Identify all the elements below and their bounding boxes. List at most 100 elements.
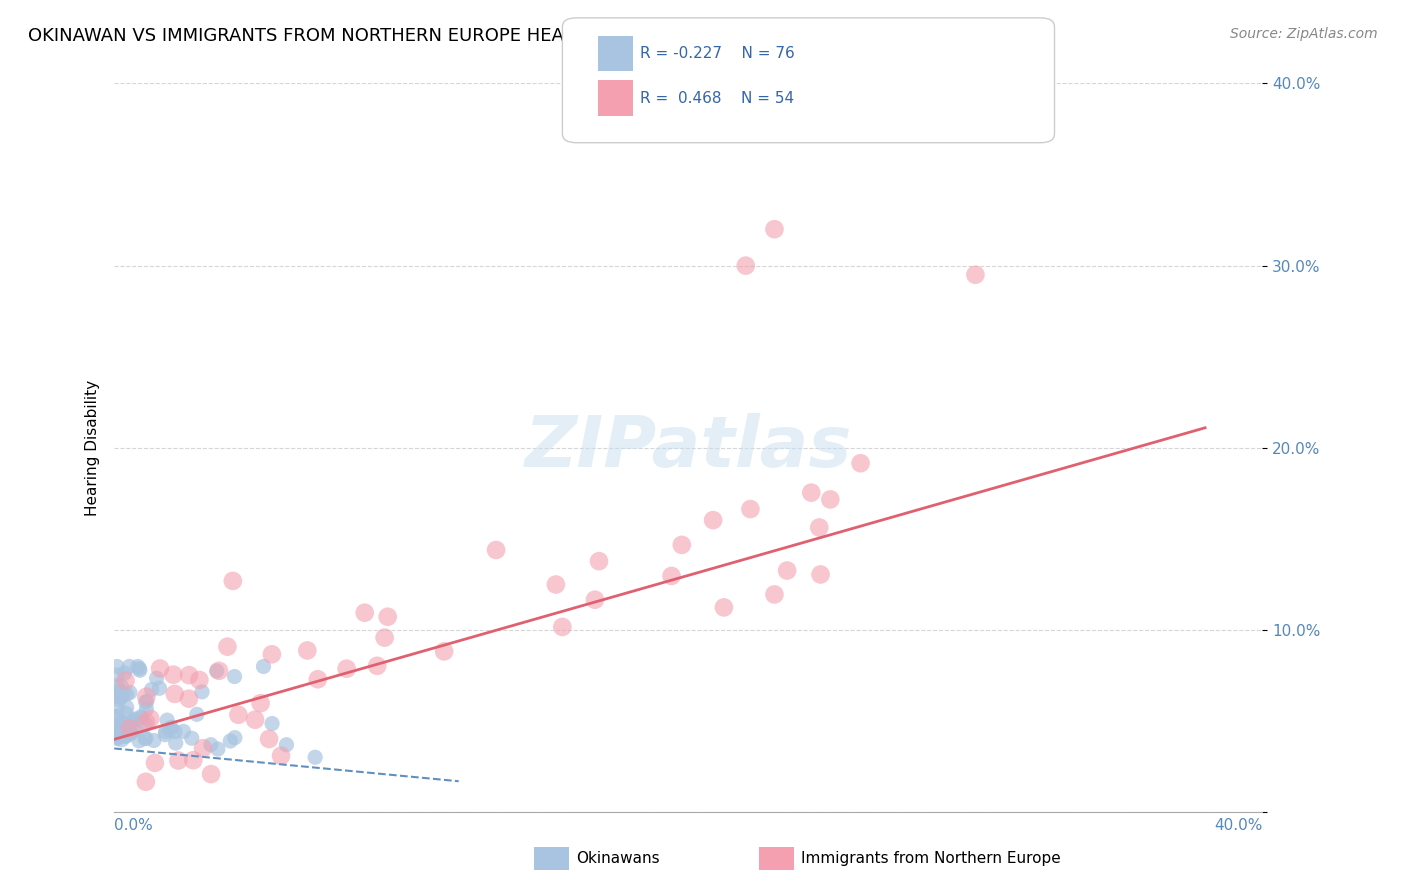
Okinawans bbox=[135, 702, 157, 716]
Okinawans bbox=[200, 738, 222, 752]
Okinawans bbox=[159, 723, 181, 737]
Immigrants from Northern Europe bbox=[135, 690, 157, 704]
Immigrants from Northern Europe bbox=[353, 606, 375, 620]
Okinawans bbox=[172, 724, 194, 739]
Immigrants from Northern Europe bbox=[114, 673, 136, 688]
Immigrants from Northern Europe bbox=[260, 648, 283, 662]
Okinawans bbox=[118, 659, 141, 673]
Text: OKINAWAN VS IMMIGRANTS FROM NORTHERN EUROPE HEARING DISABILITY CORRELATION CHART: OKINAWAN VS IMMIGRANTS FROM NORTHERN EUR… bbox=[28, 27, 914, 45]
Okinawans bbox=[129, 711, 152, 725]
Immigrants from Northern Europe bbox=[485, 543, 508, 558]
Immigrants from Northern Europe bbox=[167, 754, 190, 768]
Okinawans bbox=[165, 736, 187, 750]
Okinawans bbox=[186, 707, 208, 722]
Immigrants from Northern Europe bbox=[177, 668, 200, 682]
Immigrants from Northern Europe bbox=[243, 713, 266, 727]
Immigrants from Northern Europe bbox=[763, 222, 786, 236]
Immigrants from Northern Europe bbox=[661, 569, 683, 583]
Okinawans bbox=[110, 679, 132, 693]
Okinawans bbox=[145, 671, 167, 685]
Okinawans bbox=[262, 716, 284, 731]
Okinawans bbox=[117, 715, 139, 730]
Okinawans bbox=[118, 685, 141, 699]
Immigrants from Northern Europe bbox=[217, 640, 239, 654]
Okinawans bbox=[122, 713, 145, 727]
Okinawans bbox=[128, 662, 150, 676]
Immigrants from Northern Europe bbox=[208, 664, 231, 678]
Text: ZIPatlas: ZIPatlas bbox=[524, 413, 852, 483]
Okinawans bbox=[120, 726, 142, 740]
Okinawans bbox=[135, 717, 157, 731]
Okinawans bbox=[135, 731, 157, 746]
Text: Immigrants from Northern Europe: Immigrants from Northern Europe bbox=[801, 852, 1062, 866]
Immigrants from Northern Europe bbox=[139, 712, 162, 726]
Okinawans bbox=[115, 727, 138, 741]
Okinawans bbox=[127, 659, 149, 673]
Immigrants from Northern Europe bbox=[200, 767, 222, 781]
Okinawans bbox=[115, 706, 138, 721]
Okinawans bbox=[207, 742, 229, 756]
Okinawans bbox=[180, 731, 202, 746]
Okinawans bbox=[124, 712, 146, 726]
Okinawans bbox=[114, 729, 136, 743]
Immigrants from Northern Europe bbox=[374, 631, 396, 645]
Immigrants from Northern Europe bbox=[551, 620, 574, 634]
Immigrants from Northern Europe bbox=[377, 609, 399, 624]
Okinawans bbox=[111, 714, 134, 729]
Immigrants from Northern Europe bbox=[820, 492, 842, 507]
Immigrants from Northern Europe bbox=[588, 554, 610, 568]
Okinawans bbox=[122, 723, 145, 737]
Y-axis label: Hearing Disability: Hearing Disability bbox=[86, 380, 100, 516]
Okinawans bbox=[111, 721, 134, 735]
Text: R = -0.227    N = 76: R = -0.227 N = 76 bbox=[640, 46, 794, 61]
Okinawans bbox=[224, 669, 246, 683]
Immigrants from Northern Europe bbox=[671, 538, 693, 552]
Immigrants from Northern Europe bbox=[118, 721, 141, 735]
Immigrants from Northern Europe bbox=[800, 485, 823, 500]
Okinawans bbox=[114, 722, 136, 736]
Text: 0.0%: 0.0% bbox=[114, 819, 153, 833]
Text: 40.0%: 40.0% bbox=[1215, 819, 1263, 833]
Immigrants from Northern Europe bbox=[702, 513, 724, 527]
Okinawans bbox=[108, 684, 131, 698]
Immigrants from Northern Europe bbox=[188, 673, 211, 687]
Immigrants from Northern Europe bbox=[163, 687, 186, 701]
Okinawans bbox=[107, 727, 129, 741]
Okinawans bbox=[105, 659, 128, 673]
Okinawans bbox=[219, 734, 242, 748]
Immigrants from Northern Europe bbox=[181, 753, 204, 767]
Immigrants from Northern Europe bbox=[297, 643, 319, 657]
Text: Source: ZipAtlas.com: Source: ZipAtlas.com bbox=[1230, 27, 1378, 41]
Okinawans bbox=[110, 721, 132, 735]
Immigrants from Northern Europe bbox=[433, 644, 456, 658]
Immigrants from Northern Europe bbox=[713, 600, 735, 615]
Okinawans bbox=[134, 731, 156, 746]
Okinawans bbox=[155, 724, 177, 739]
Immigrants from Northern Europe bbox=[307, 673, 329, 687]
Okinawans bbox=[114, 666, 136, 681]
Okinawans bbox=[107, 724, 129, 739]
Immigrants from Northern Europe bbox=[228, 707, 250, 722]
Immigrants from Northern Europe bbox=[849, 456, 872, 470]
Okinawans bbox=[135, 695, 157, 709]
Okinawans bbox=[111, 732, 134, 747]
Okinawans bbox=[108, 690, 131, 704]
Immigrants from Northern Europe bbox=[776, 564, 799, 578]
Okinawans bbox=[131, 709, 153, 723]
Immigrants from Northern Europe bbox=[740, 502, 762, 516]
Okinawans bbox=[115, 729, 138, 743]
Immigrants from Northern Europe bbox=[544, 577, 567, 591]
Immigrants from Northern Europe bbox=[965, 268, 987, 282]
Okinawans bbox=[105, 678, 128, 692]
Immigrants from Northern Europe bbox=[366, 658, 388, 673]
Okinawans bbox=[148, 681, 170, 696]
Okinawans bbox=[252, 659, 274, 673]
Immigrants from Northern Europe bbox=[162, 667, 184, 681]
Immigrants from Northern Europe bbox=[222, 574, 245, 588]
Okinawans bbox=[115, 687, 138, 701]
Immigrants from Northern Europe bbox=[191, 741, 214, 756]
Immigrants from Northern Europe bbox=[135, 715, 157, 730]
Okinawans bbox=[304, 750, 326, 764]
Immigrants from Northern Europe bbox=[257, 731, 280, 746]
Okinawans bbox=[160, 721, 183, 735]
